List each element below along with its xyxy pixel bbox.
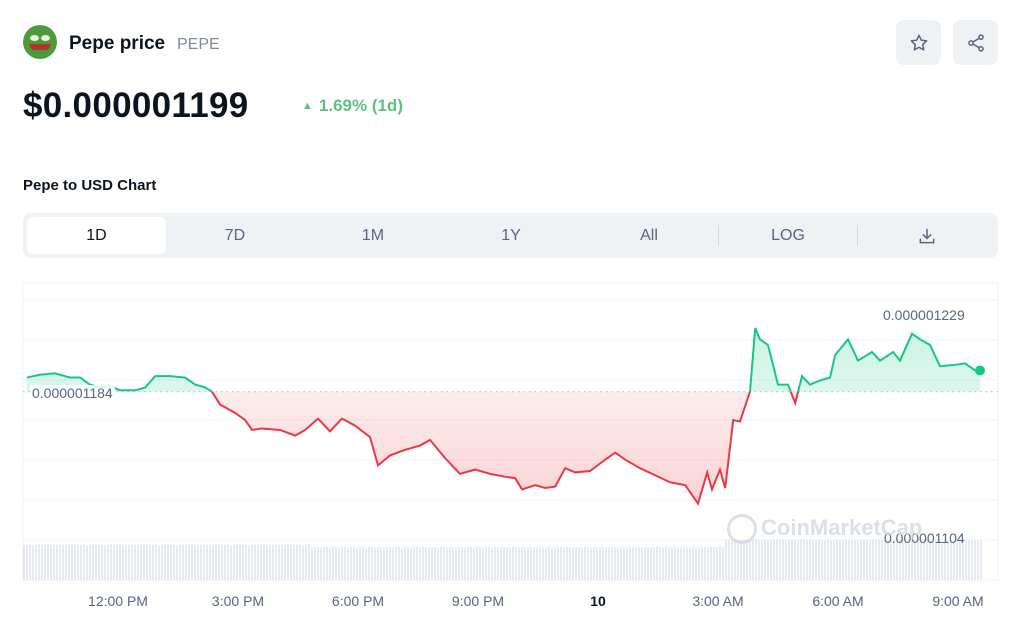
x-tick-label: 12:00 PM xyxy=(88,593,148,609)
price-line-down xyxy=(210,391,800,506)
star-icon xyxy=(910,34,927,51)
share-icon xyxy=(967,33,984,52)
current-price-dot xyxy=(975,365,985,376)
x-tick-label: 9:00 PM xyxy=(451,593,505,609)
price-change-value: 1.69% (1d) xyxy=(318,96,403,115)
price-change: ▲ 1.69% (1d) xyxy=(302,96,403,116)
price-line-up xyxy=(26,327,980,392)
area-above-reference xyxy=(26,328,980,392)
low-price-label: 0.000001104 xyxy=(884,530,965,546)
x-tick-label: 10 xyxy=(590,593,606,609)
x-tick-label: 9:00 AM xyxy=(932,593,984,609)
tab-all[interactable]: All xyxy=(640,226,658,244)
pepe-logo-icon xyxy=(23,25,57,59)
tab-log[interactable]: LOG xyxy=(771,226,805,244)
up-triangle-icon: ▲ xyxy=(302,100,313,112)
x-tick-label: 6:00 AM xyxy=(812,593,864,609)
cmc-logo-icon xyxy=(727,514,757,544)
share-button[interactable] xyxy=(953,20,998,65)
current-price: $0.000001199 xyxy=(23,86,249,125)
x-tick-label: 3:00 PM xyxy=(211,593,265,609)
tab-7d[interactable]: 7D xyxy=(224,226,246,244)
download-button[interactable] xyxy=(858,217,996,254)
coin-symbol: PEPE xyxy=(177,36,220,53)
chart-title: Pepe to USD Chart xyxy=(23,177,157,194)
high-price-label: 0.000001229 xyxy=(883,307,965,323)
tab-1m[interactable]: 1M xyxy=(361,226,385,244)
tab-1y[interactable]: 1Y xyxy=(501,226,521,244)
coinmarketcap-watermark: CoinMarketCap xyxy=(727,514,922,544)
divider xyxy=(857,225,858,246)
x-tick-label: 3:00 AM xyxy=(692,593,744,609)
watchlist-star-button[interactable] xyxy=(896,20,941,65)
area-below-reference xyxy=(212,391,799,504)
divider xyxy=(718,225,719,246)
coin-title: Pepe price xyxy=(69,33,166,54)
chart-range-tabs: 1D 7D 1M 1Y All LOG xyxy=(23,213,998,258)
watermark-text: CoinMarketCap xyxy=(761,514,923,540)
tab-1d[interactable]: 1D xyxy=(27,217,166,254)
x-tick-label: 6:00 PM xyxy=(331,593,385,609)
download-icon xyxy=(919,228,935,243)
reference-price-label: 0.000001184 xyxy=(30,385,115,401)
